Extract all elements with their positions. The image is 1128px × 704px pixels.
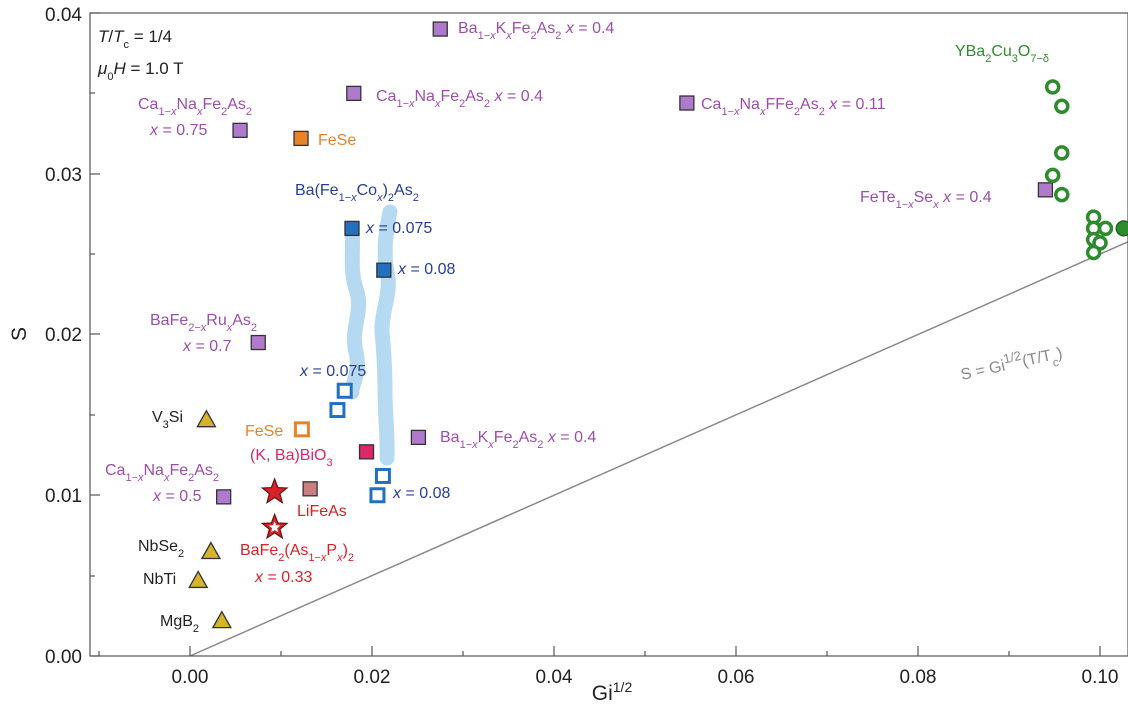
data-point-square [376,262,392,278]
x-axis-title: Gi1/2 [592,679,633,704]
y-axis-title: S [8,327,31,341]
data-point-triangle [211,610,232,629]
label-x-008-open: x = 0.08 [392,485,450,502]
label-baco: Ba(Fe1−xCox)2As2 [295,182,419,204]
reference-line-label: S = Gi1/2(T/Tc) [958,339,1066,390]
label-nbti: NbTi [143,571,176,588]
data-point-open-circle [1054,145,1070,161]
band-left [344,224,367,400]
data-point-square [216,489,232,505]
label-cana-04: Ca1−xNaxFe2As2 x = 0.4 [376,88,543,110]
label-fese-open: FeSe [245,423,283,440]
data-point-open-circle [1085,244,1102,261]
y-tick-label: 0.00 [45,647,82,668]
data-point-square [358,444,375,460]
label-baru-line2: x = 0.7 [182,338,232,355]
x-tick-label: 0.10 [1082,667,1119,688]
x-tick-label: 0.04 [536,667,573,688]
data-point-open-circle [1054,98,1070,114]
label-cana-075-line2: x = 0.75 [149,122,207,139]
label-baco-0075: x = 0.075 [365,220,432,237]
label-bak-04-lower: Ba1−xKxFe2As2 x = 0.4 [440,429,596,451]
band-right [374,204,398,466]
data-markers [188,21,1128,629]
label-cana-05-line1: Ca1−xNaxFe2As2 [105,462,219,484]
x-axis [98,646,1101,656]
label-lifeas: LiFeAs [297,503,347,520]
label-v3si: V3Si [152,409,183,431]
label-baru-line1: BaFe2−xRuxAs2 [150,312,257,334]
data-point-circle [1115,220,1128,237]
label-bafep-line1: BaFe2(As1−xPx)2 [240,542,354,564]
data-point-open-square [336,382,353,399]
highlight-bands [344,204,398,466]
data-point-square [432,21,448,37]
data-point-open-star [260,512,289,540]
label-mgb2: MgB2 [160,613,199,635]
data-point-open-circle [1097,220,1114,237]
label-fese-top: FeSe [318,132,356,149]
data-point-square [679,95,695,111]
x-tick-label: 0.08 [900,667,937,688]
data-point-square [346,85,362,102]
data-point-triangle [188,570,209,589]
label-kbabio3: (K, Ba)BiO3 [250,447,333,469]
label-baco-008: x = 0.08 [397,261,455,278]
label-ybco: YBa2Cu3O7−δ [955,43,1049,65]
reference-line [189,240,1128,657]
data-point-triangle [196,409,217,428]
y-tick-label: 0.02 [45,325,82,346]
data-point-open-circle [1044,79,1061,95]
condition-field: μ0H = 1.0 T [97,59,184,83]
condition-temperature: T/Tc = 1/4 [98,27,172,51]
y-axis [90,12,100,657]
data-point-open-circle [1044,167,1061,184]
data-point-square [1037,182,1054,198]
x-tick-label: 0.06 [718,667,755,688]
x-tick-label: 0.02 [354,667,391,688]
data-point-star [260,477,289,504]
data-point-square [293,130,309,147]
data-point-open-square [374,467,391,484]
y-tick-label: 0.03 [45,165,82,186]
data-point-open-circle [1054,186,1070,203]
y-tick-label: 0.01 [45,486,82,507]
label-cana-075-line1: Ca1−xNaxFe2As2 [138,96,252,118]
label-canaf-011: Ca1−xNaxFFe2As2 x = 0.11 [701,96,886,118]
y-tick-label: 0.04 [45,5,82,26]
data-point-square [250,334,266,351]
point-labels: Ba1−xKxFe2As2 x = 0.4 YBa2Cu3O7−δ Ca1−xN… [105,20,1049,635]
data-point-square [344,220,360,237]
data-point-square [410,429,427,446]
data-point-open-square [329,402,346,419]
label-ba1-xkxfe2as2-top: Ba1−xKxFe2As2 x = 0.4 [458,20,614,42]
label-bafep-line2: x = 0.33 [254,569,312,586]
data-point-square [232,122,248,138]
data-point-open-square [369,487,386,504]
label-nbse2: NbSe2 [138,538,184,560]
x-tick-labels: 0.00 0.02 0.04 0.06 0.08 0.10 [172,667,1119,688]
x-tick-label: 0.00 [172,667,209,688]
label-x-0075-open: x = 0.075 [299,363,366,380]
data-point-open-square [293,421,310,438]
y-tick-labels: 0.00 0.01 0.02 0.03 0.04 [45,5,82,668]
label-fete: FeTe1−xSex x = 0.4 [860,189,992,211]
data-point-triangle [200,541,222,560]
label-cana-05-line2: x = 0.5 [152,488,202,505]
data-point-square [302,481,318,497]
